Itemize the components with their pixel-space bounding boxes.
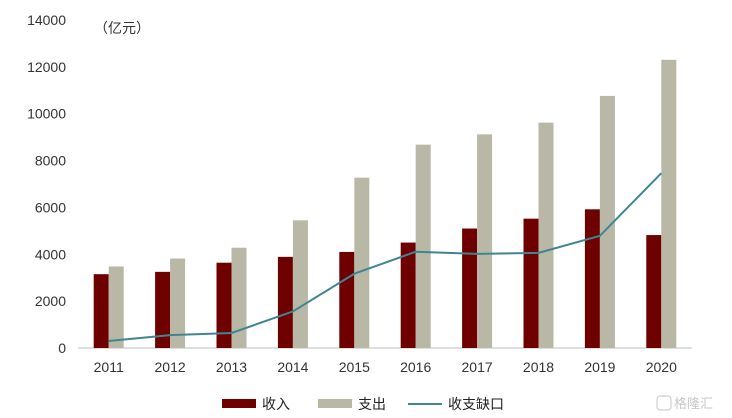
y-tick-label: 4000 [35,246,66,262]
line-gap-series [108,172,663,342]
bar-expenditure-2012 [170,258,186,348]
legend-swatch-1 [318,399,352,408]
line-series [108,172,663,342]
y-tick-label: 10000 [27,106,66,122]
bar-expenditure-2015 [354,177,370,348]
x-tick-label: 2019 [584,359,615,375]
legend-label-2: 收支缺口 [448,396,504,412]
legend-label-0: 收入 [262,396,290,412]
legend: 收入 支出 收支缺口 [222,396,504,412]
bar-income-2011 [93,274,109,348]
watermark-logo-icon [656,395,672,411]
bar-income-2012 [155,271,171,348]
y-tick-label: 6000 [35,199,66,215]
x-tick-label: 2015 [339,359,370,375]
x-tick-label: 2020 [646,359,677,375]
x-tick-label: 2014 [277,359,308,375]
bar-expenditure-2017 [477,134,493,348]
watermark-text: 格隆汇 [674,396,713,411]
x-tick-label: 2012 [155,359,186,375]
bar-expenditure-2018 [538,122,554,348]
x-tick-label: 2011 [94,359,124,375]
y-tick-label: 14000 [27,12,66,28]
y-axis: 0 2000 4000 6000 8000 10000 12000 14000 [27,12,66,356]
bar-income-2016 [400,242,416,348]
bar-expenditure-2016 [415,144,431,348]
y-tick-label: 0 [58,340,66,356]
x-tick-label: 2018 [523,359,554,375]
bar-income-2014 [277,256,293,348]
legend-swatch-0 [222,399,256,408]
bar-expenditure-2014 [292,220,308,348]
bar-expenditure-2020 [661,59,677,348]
y-tick-label: 8000 [35,153,66,169]
x-axis: 2011 2012 2013 2014 2015 2016 2017 2018 2019 2020 [94,359,677,375]
bar-expenditure-2013 [231,247,247,348]
bar-income-2020 [646,235,662,348]
watermark: 格隆汇 [656,395,713,411]
bar-income-2018 [523,218,539,348]
x-tick-label: 2016 [400,359,431,375]
bar-income-2019 [584,209,600,348]
bars [93,59,677,348]
unit-label: （亿元） [94,20,150,36]
x-tick-label: 2013 [216,359,247,375]
bar-expenditure-2019 [599,95,615,348]
x-tick-label: 2017 [462,359,493,375]
bar-expenditure-2011 [108,266,124,348]
y-tick-label: 2000 [35,293,66,309]
legend-label-1: 支出 [358,396,386,412]
bar-income-2013 [216,262,232,348]
y-tick-label: 12000 [27,59,66,75]
bar-income-2015 [339,251,355,348]
bar-income-2017 [462,228,478,348]
